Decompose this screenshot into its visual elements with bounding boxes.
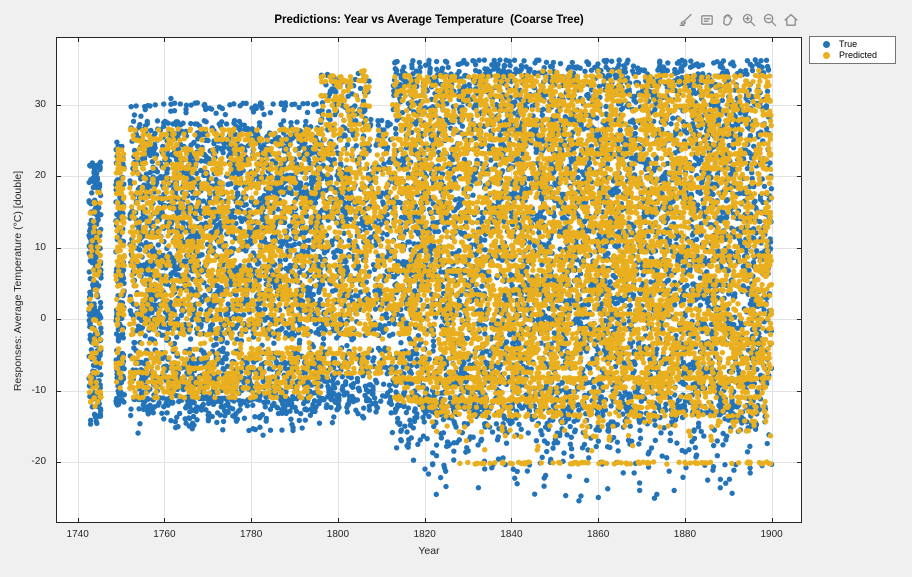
legend-label-true: True [839,39,858,49]
legend[interactable]: True Predicted [809,36,896,64]
y-tick-label: -10 [31,384,46,396]
x-tick-label: 1780 [240,529,263,540]
datatip-icon [699,12,715,28]
x-tick-label: 1860 [587,529,610,540]
y-axis-label: Responses: Average Temperature (°C) [dou… [12,170,24,392]
true-series-marker [823,41,830,48]
x-tick-label: 1800 [326,529,350,540]
zoom-out-tool-button[interactable] [761,11,779,29]
zoom-in-tool-button[interactable] [740,11,758,29]
hand-icon [720,12,736,28]
y-tick-label: -20 [31,456,46,468]
brush-tool-button[interactable] [677,11,695,29]
x-axis-label: Year [418,545,440,557]
legend-item-predicted[interactable]: Predicted [810,50,895,61]
datatips-tool-button[interactable] [698,11,716,29]
x-tick-label: 1820 [413,529,436,540]
y-tick-label: 10 [34,241,46,253]
plot-title: Predictions: Year vs Average Temperature… [274,14,584,26]
x-tick-label: 1900 [760,529,783,540]
y-tick-label: 0 [40,313,46,325]
predicted-series-marker [823,52,830,59]
zoom-out-icon [762,12,778,28]
axes-toolbar [677,11,800,29]
y-tick-label: 30 [34,98,46,110]
x-tick-label: 1840 [500,529,523,540]
restore-view-button[interactable] [782,11,800,29]
pan-tool-button[interactable] [719,11,737,29]
x-tick-label: 1880 [673,529,697,540]
y-tick-label: 20 [34,170,46,182]
brush-icon [678,12,694,28]
zoom-in-icon [741,12,757,28]
x-tick-label: 1740 [66,529,89,540]
x-tick-label: 1760 [153,529,176,540]
legend-label-predicted: Predicted [839,50,878,60]
home-icon [783,12,799,28]
legend-item-true[interactable]: True [810,39,895,50]
